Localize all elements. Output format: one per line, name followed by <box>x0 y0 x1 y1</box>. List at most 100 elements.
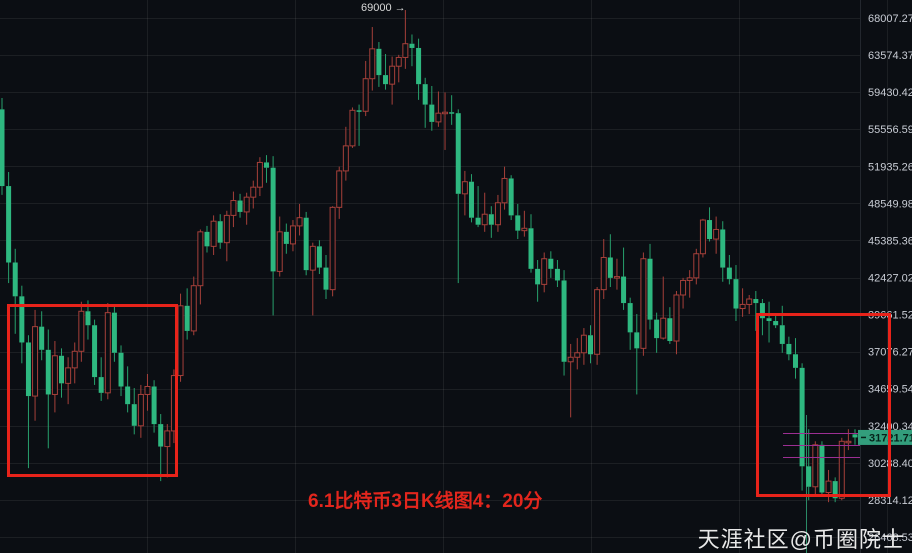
candle-up <box>276 216 283 277</box>
price-axis-label: 39661.52 <box>868 310 912 322</box>
candle-down <box>25 335 31 469</box>
candle-down <box>131 388 137 435</box>
candle-down <box>707 207 713 242</box>
candle-down <box>528 214 534 273</box>
candle-down <box>852 429 858 445</box>
candle-up <box>680 277 687 309</box>
candle-up <box>699 218 706 258</box>
candle-up <box>640 252 647 356</box>
candle-up <box>461 170 468 216</box>
price-axis-label: 30288.40 <box>868 458 912 470</box>
candle-up <box>210 215 217 255</box>
magenta-lines-layer[interactable] <box>783 433 861 458</box>
candle-up <box>177 293 184 382</box>
candle-down <box>535 259 541 302</box>
candle-up <box>223 210 230 262</box>
candle-down <box>429 85 435 131</box>
candle-up <box>51 341 58 413</box>
candle-down <box>0 98 5 195</box>
candle-up <box>613 258 620 290</box>
candle-down <box>283 223 289 254</box>
price-axis-label: 51935.26 <box>868 161 912 173</box>
candle-up <box>190 276 197 336</box>
candle-down <box>799 363 805 491</box>
candle-up <box>369 27 376 91</box>
candle-down <box>647 243 653 330</box>
candle-up <box>256 157 263 197</box>
candle-up <box>825 469 832 503</box>
candle-up <box>600 239 607 300</box>
candle-down <box>475 186 481 228</box>
candle-down <box>561 270 567 376</box>
candle-up <box>336 166 343 219</box>
candle-up <box>739 288 746 317</box>
candle-up <box>230 191 237 228</box>
price-axis-label: 63574.37 <box>868 50 912 62</box>
candle-up <box>164 424 171 478</box>
candle-up <box>342 126 349 181</box>
candle-up <box>395 54 402 83</box>
candle-up <box>349 107 356 148</box>
candle-down <box>270 156 276 316</box>
candle-down <box>217 214 223 249</box>
candle-down <box>323 254 329 300</box>
candle-down <box>726 254 732 285</box>
candle-down <box>792 338 798 379</box>
candle-down <box>667 307 673 344</box>
candle-down <box>819 441 825 495</box>
candle-down <box>554 259 560 288</box>
candle-up <box>442 92 449 150</box>
candle-up <box>296 203 303 236</box>
candle-up <box>746 294 753 315</box>
price-axis-label: 34659.54 <box>868 384 912 396</box>
candle-up <box>170 369 177 444</box>
price-axis-label: 37076.27 <box>868 347 912 359</box>
candle-up <box>137 384 144 438</box>
candles-layer <box>0 10 858 503</box>
candle-up <box>389 56 396 105</box>
candle-up <box>812 441 819 495</box>
candle-up <box>144 373 151 411</box>
candle-down <box>356 104 362 146</box>
candle-up <box>541 252 548 293</box>
chart-caption: 6.1比特币3日K线图4：20分 <box>308 491 543 512</box>
svg-text:31721.71: 31721.71 <box>869 432 912 444</box>
candle-down <box>416 38 422 100</box>
candle-down <box>151 380 157 433</box>
candle-down <box>654 312 660 353</box>
candle-up <box>104 303 111 400</box>
candle-down <box>832 477 838 503</box>
candle-down <box>759 299 765 336</box>
candle-down <box>237 193 243 218</box>
price-axis[interactable]: 68007.27 63574.37 59430.42 55556.59 51935.26… <box>860 0 912 553</box>
candle-down <box>184 288 190 340</box>
candle-down <box>607 234 613 288</box>
candle-up <box>501 166 508 210</box>
watermark: 天涯社区@币圈院士 <box>697 527 905 552</box>
candle-down <box>773 315 779 329</box>
candle-up <box>574 338 581 370</box>
candle-down <box>19 285 25 364</box>
candle-up <box>250 180 257 209</box>
price-axis-label: 55556.59 <box>868 124 912 136</box>
candle-up <box>521 210 528 237</box>
grid-layer <box>0 0 888 553</box>
candle-down <box>6 171 12 284</box>
candle-up <box>845 429 852 451</box>
candle-down <box>422 77 428 128</box>
candle-down <box>720 221 726 282</box>
candle-up <box>594 287 601 365</box>
ath-price-annotation: 69000 → <box>361 2 406 14</box>
candle-down <box>508 175 514 221</box>
candle-down <box>158 414 164 482</box>
candle-up <box>32 309 39 421</box>
candle-up <box>402 10 409 69</box>
candle-down <box>766 301 772 343</box>
price-axis-label: 26468.53 <box>868 532 912 544</box>
candle-down <box>59 348 65 398</box>
candle-down <box>111 305 117 362</box>
candle-down <box>98 357 104 401</box>
candle-up <box>289 220 296 252</box>
